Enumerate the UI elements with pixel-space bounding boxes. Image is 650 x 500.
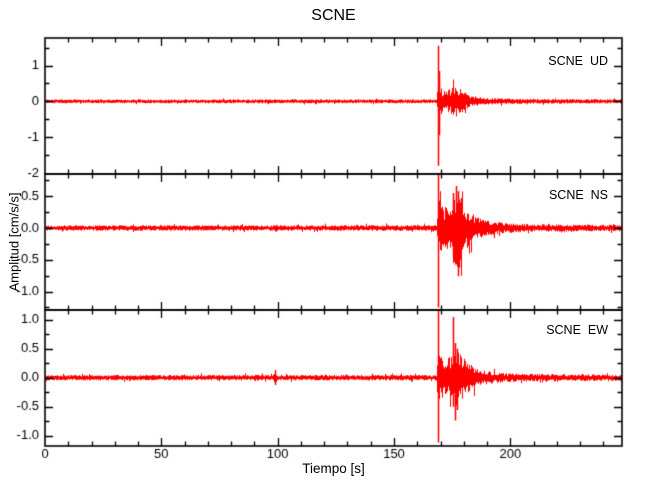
panel-label-ew: SCNE EW [546, 323, 608, 337]
panel-label-ud: SCNE UD [548, 54, 608, 68]
x-axis-label: Tiempo [s] [302, 461, 365, 476]
chart-title: SCNE [311, 7, 356, 24]
panel-label-ns: SCNE NS [548, 188, 608, 202]
y-axis-label: Amplitud [cm/s/s] [6, 192, 22, 292]
